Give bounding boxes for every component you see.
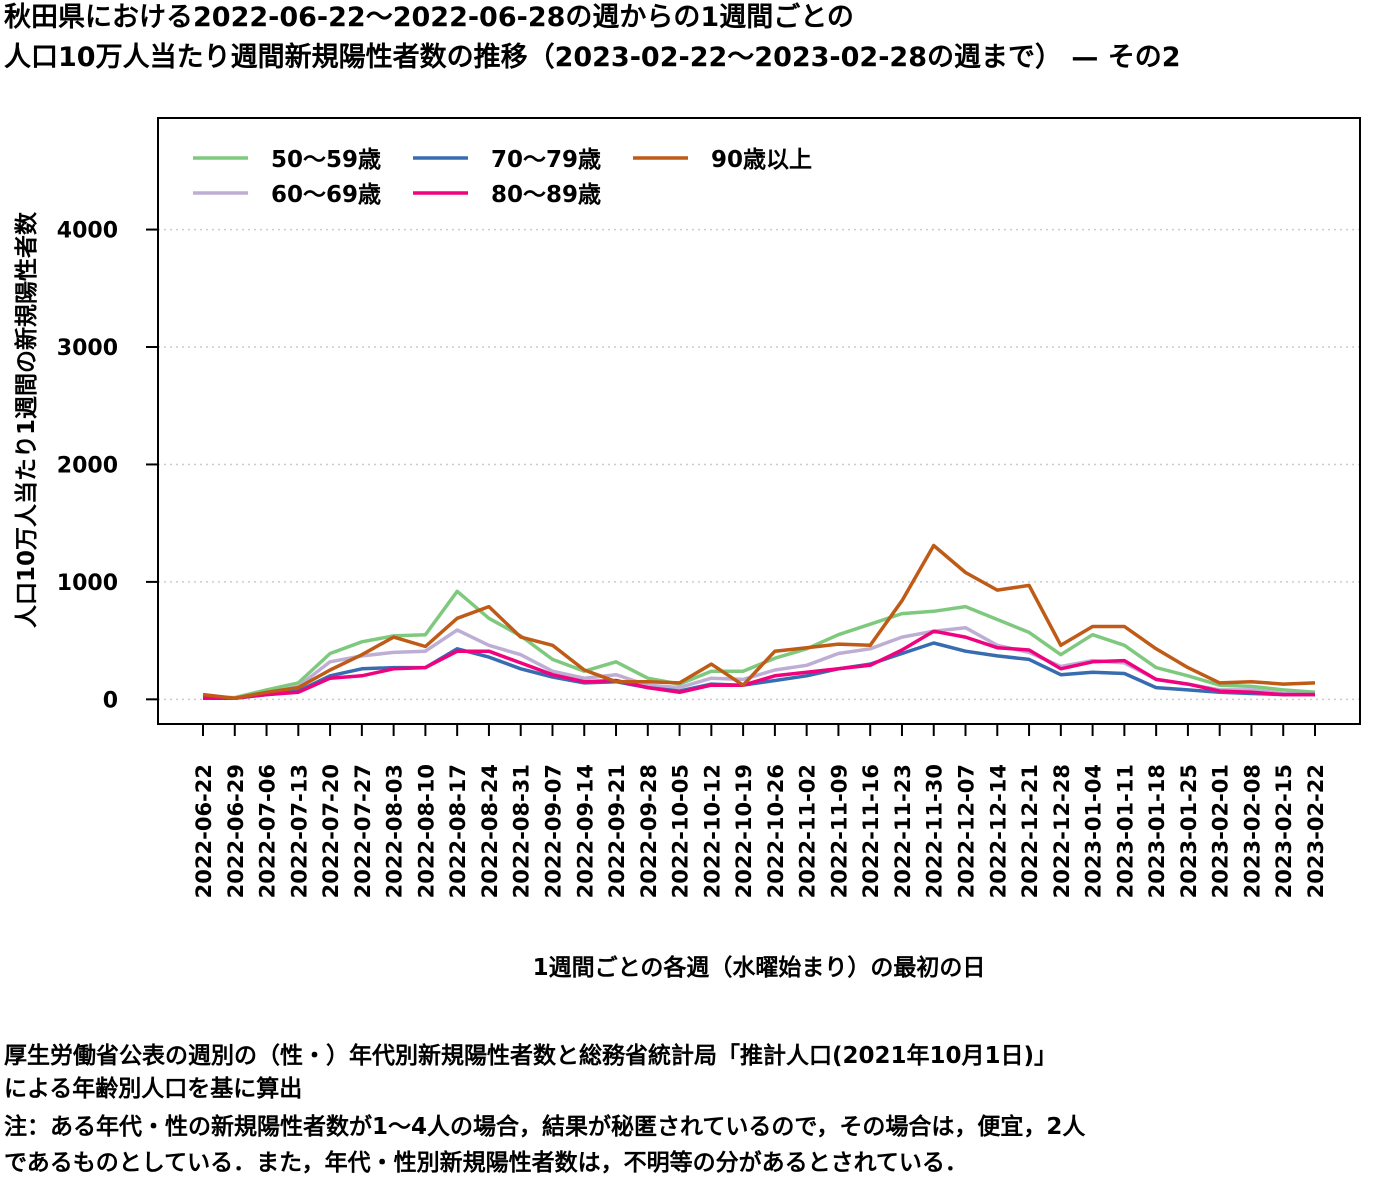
plot-frame <box>157 117 1361 725</box>
x-tick-label: 2022-11-23 <box>891 764 915 898</box>
source-note-line-1: 厚生労働省公表の週別の（性・）年代別新規陽性者数と総務省統計局「推計人口(202… <box>4 1043 1058 1069</box>
x-tick-label: 2022-10-12 <box>700 764 724 898</box>
x-tick-label: 2022-08-03 <box>383 764 407 898</box>
x-tick-label: 2023-02-22 <box>1304 764 1328 898</box>
legend-label: 90歳以上 <box>711 147 812 173</box>
legend-label: 60～69歳 <box>271 182 381 208</box>
x-tick-label: 2022-09-28 <box>637 764 661 898</box>
y-tick-label: 4000 <box>57 219 118 244</box>
series-line-4 <box>203 629 1315 700</box>
y-axis: 0 1000 2000 3000 4000 <box>57 219 158 713</box>
legend: 50～59歳 60～69歳 70～79歳 80～89歳 90歳以上 <box>193 147 812 208</box>
x-tick-label: 2022-06-29 <box>224 764 248 898</box>
x-tick-label: 2022-07-27 <box>351 764 375 898</box>
x-tick-label: 2023-02-01 <box>1209 764 1233 898</box>
y-tick-label: 3000 <box>57 336 118 361</box>
x-tick-label: 2022-09-21 <box>605 764 629 898</box>
x-tick-label: 2022-10-19 <box>732 764 756 898</box>
chart-title-line-2: 人口10万人当たり週間新規陽性者数の推移（2023-02-22～2023-02-… <box>4 42 1181 73</box>
series-line-5 <box>202 543 1316 700</box>
x-tick-label: 2022-12-07 <box>955 764 979 898</box>
chart-title-line-1: 秋田県における2022-06-22～2022-06-28の週からの1週間ごとの <box>4 2 854 33</box>
x-tick-label: 2023-02-08 <box>1240 764 1264 898</box>
series-lines <box>202 543 1316 700</box>
x-tick-label: 2022-10-05 <box>669 764 693 898</box>
x-tick-label: 2022-08-24 <box>478 764 502 898</box>
x-tick-label: 2023-01-04 <box>1082 764 1106 898</box>
series-line-3 <box>202 641 1315 700</box>
gridlines <box>158 228 1360 701</box>
series-line-1 <box>202 589 1316 700</box>
x-axis: 2022-06-22 2022-06-29 2022-07-06 2022-07-13… <box>192 724 1328 898</box>
y-axis-title: 人口10万人当たり1週間の新規陽性者数 <box>13 211 40 628</box>
x-tick-label: 2023-01-25 <box>1177 764 1201 898</box>
x-tick-label: 2022-10-26 <box>764 764 788 898</box>
x-tick-label: 2022-06-22 <box>192 764 216 898</box>
x-tick-label: 2022-11-30 <box>923 764 947 898</box>
x-axis-title: 1週間ごとの各週（水曜始まり）の最初の日 <box>533 954 986 981</box>
footnote-line-2: であるものとしている．また，年代・性別新規陽性者数は，不明等の分があるとされてい… <box>4 1150 968 1176</box>
x-tick-label: 2022-08-31 <box>510 764 534 898</box>
x-tick-label: 2022-11-02 <box>796 764 820 898</box>
x-tick-label: 2022-11-09 <box>827 764 851 898</box>
footnote-line-1: 注：ある年代・性の新規陽性者数が1～4人の場合，結果が秘匿されているので，その場… <box>4 1114 1086 1140</box>
x-tick-label: 2022-12-14 <box>986 764 1010 898</box>
x-tick-label: 2022-09-14 <box>573 764 597 898</box>
y-tick-label: 1000 <box>57 571 118 596</box>
y-tick-label: 2000 <box>57 453 118 478</box>
source-note-line-2: による年齢別人口を基に算出 <box>4 1076 303 1102</box>
x-tick-label: 2023-01-18 <box>1145 764 1169 898</box>
x-tick-label: 2022-08-10 <box>414 764 438 898</box>
x-tick-label: 2022-12-21 <box>1018 764 1042 898</box>
x-tick-label: 2022-07-13 <box>287 764 311 898</box>
x-tick-label: 2022-09-07 <box>541 764 565 898</box>
x-tick-label: 2023-01-11 <box>1113 764 1137 898</box>
y-tick-label: 0 <box>103 688 118 713</box>
legend-label: 70～79歳 <box>491 147 601 173</box>
x-tick-label: 2022-07-20 <box>319 764 343 898</box>
x-tick-label: 2022-08-17 <box>446 764 470 898</box>
x-tick-label: 2022-07-06 <box>256 764 280 898</box>
x-tick-label: 2022-12-28 <box>1050 764 1074 898</box>
x-tick-label: 2022-11-16 <box>859 764 883 898</box>
legend-label: 50～59歳 <box>271 147 381 173</box>
x-tick-label: 2023-02-15 <box>1272 764 1296 898</box>
legend-label: 80～89歳 <box>491 182 601 208</box>
